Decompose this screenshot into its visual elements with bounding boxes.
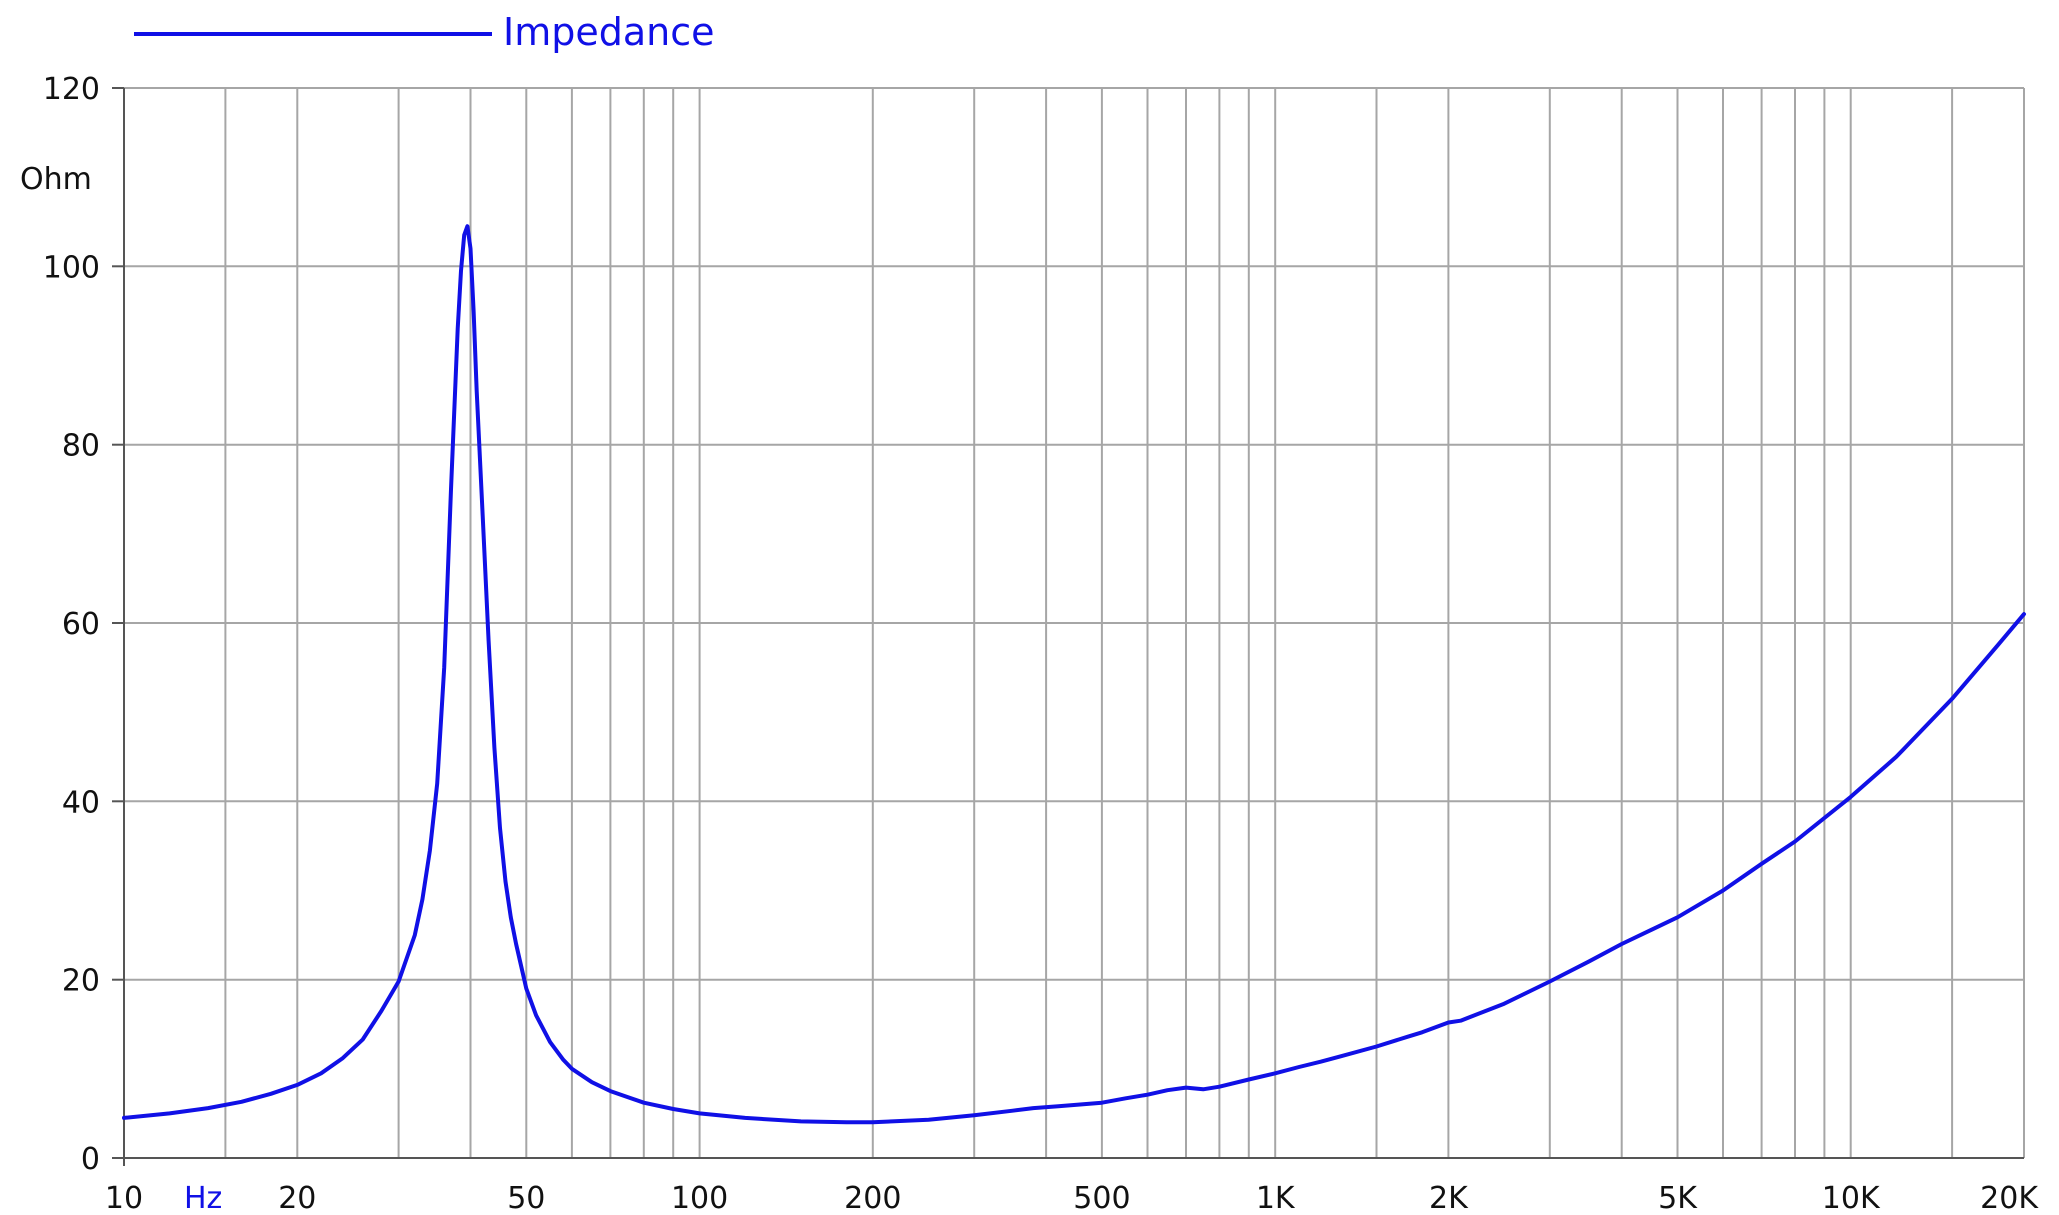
x-tick-label: 2K	[1429, 1181, 1469, 1215]
y-tick-label: 80	[62, 429, 100, 464]
y-tick-label: 60	[62, 607, 100, 642]
x-tick-label: 50	[507, 1181, 545, 1215]
axes	[112, 87, 2024, 1166]
tick-labels: 0 20 40 60 80 100 120 10 20 50 100 200 500 1K 2K 5K 10K 2…	[43, 72, 2040, 1215]
x-tick-label: 5K	[1658, 1181, 1698, 1215]
x-tick-label: 20K	[1980, 1181, 2039, 1215]
series-line-impedance	[122, 224, 2026, 1125]
x-tick-label: 10	[105, 1181, 143, 1215]
y-tick-label: 120	[43, 72, 100, 107]
x-tick-label: 100	[671, 1181, 728, 1215]
y-unit-label: Ohm	[20, 162, 92, 197]
x-tick-label: 1K	[1256, 1181, 1296, 1215]
x-tick-label: 20	[278, 1181, 316, 1215]
y-tick-label: 20	[62, 964, 100, 999]
x-tick-label: 200	[844, 1181, 901, 1215]
legend: Impedance	[134, 10, 715, 54]
x-tick-label: 500	[1073, 1181, 1130, 1215]
legend-label-impedance: Impedance	[503, 10, 715, 54]
grid	[123, 87, 2025, 1159]
y-tick-label: 0	[81, 1142, 100, 1177]
x-unit-label: Hz	[184, 1181, 222, 1215]
series-layer	[122, 224, 2026, 1125]
y-tick-label: 100	[43, 250, 100, 285]
y-tick-label: 40	[62, 785, 100, 820]
x-tick-label: 10K	[1822, 1181, 1881, 1215]
